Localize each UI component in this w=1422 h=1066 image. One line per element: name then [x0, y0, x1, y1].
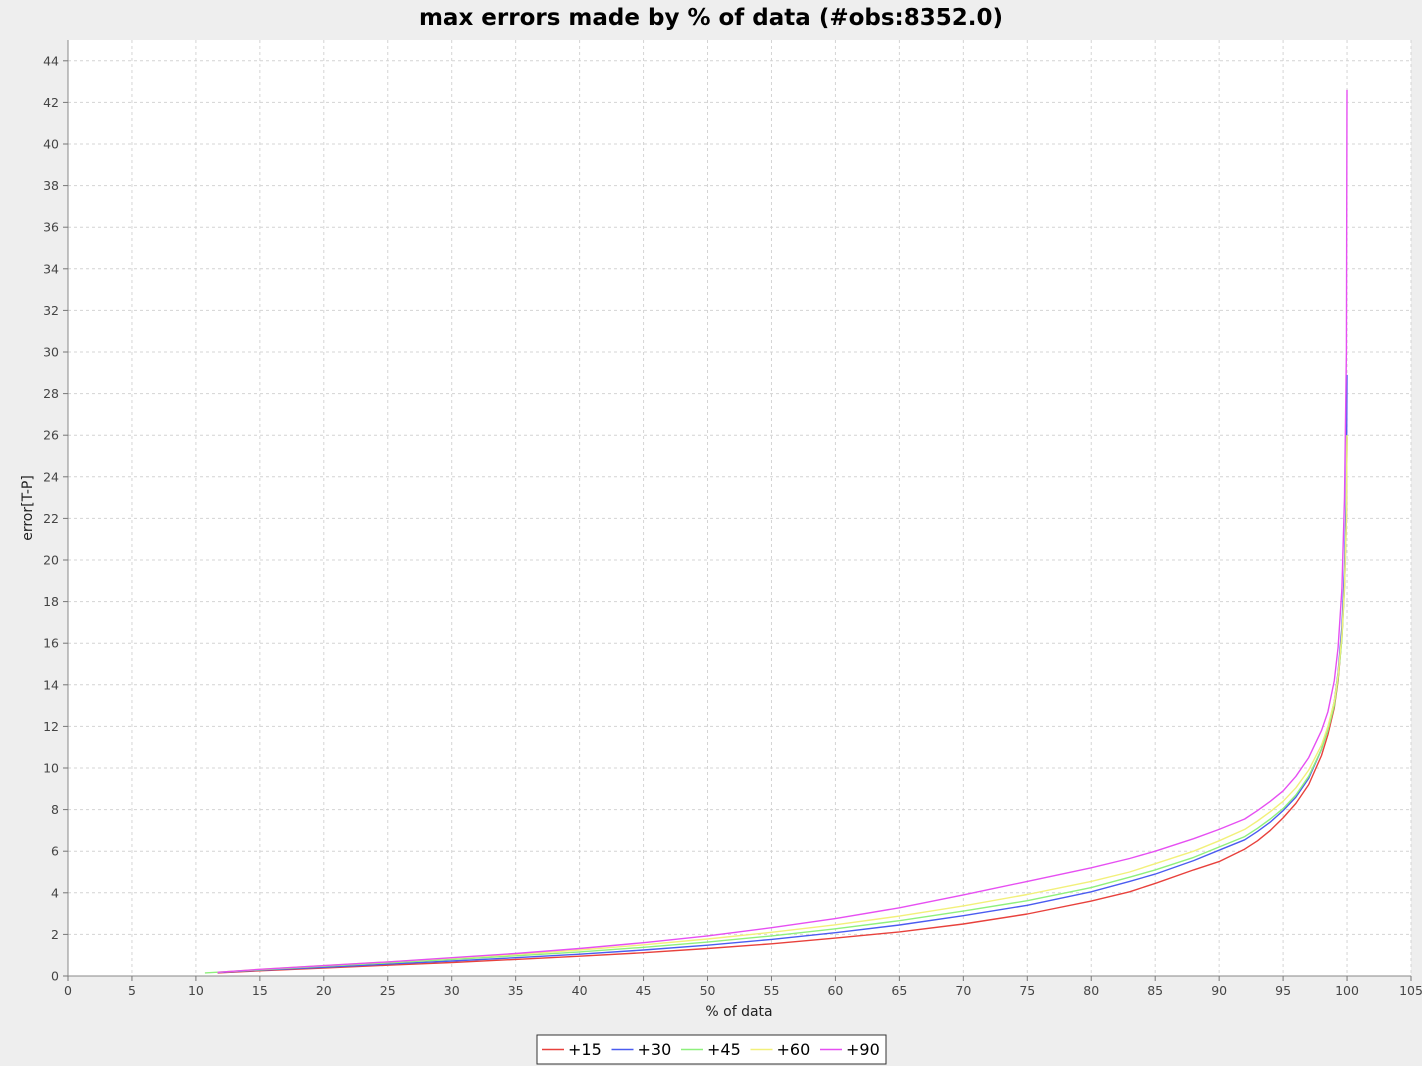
y-tick-label: 28 — [43, 386, 59, 401]
y-tick-label: 10 — [43, 761, 59, 776]
y-tick-label: 38 — [43, 178, 59, 193]
x-tick-label: 100 — [1335, 983, 1359, 998]
y-tick-label: 18 — [43, 594, 59, 609]
y-tick-label: 22 — [43, 511, 59, 526]
x-tick-label: 15 — [252, 983, 268, 998]
y-tick-label: 4 — [51, 885, 59, 900]
x-tick-label: 40 — [572, 983, 588, 998]
y-tick-label: 0 — [51, 969, 59, 984]
x-tick-label: 80 — [1083, 983, 1099, 998]
y-tick-label: 14 — [43, 677, 59, 692]
y-tick-label: 6 — [51, 844, 59, 859]
x-tick-label: 85 — [1147, 983, 1163, 998]
y-tick-label: 26 — [43, 428, 59, 443]
x-tick-label: 60 — [827, 983, 843, 998]
y-tick-label: 12 — [43, 719, 59, 734]
x-tick-label: 75 — [1019, 983, 1035, 998]
x-tick-label: 20 — [316, 983, 332, 998]
y-tick-label: 16 — [43, 636, 59, 651]
series-lines — [204, 89, 1348, 974]
series-line — [217, 89, 1348, 973]
legend-label: +60 — [777, 1040, 811, 1059]
y-tick-label: 2 — [51, 927, 59, 942]
legend-label: +30 — [638, 1040, 672, 1059]
legend-label: +15 — [568, 1040, 602, 1059]
y-tick-label: 32 — [43, 303, 59, 318]
x-tick-label: 35 — [508, 983, 524, 998]
legend-label: +45 — [707, 1040, 741, 1059]
y-tick-label: 34 — [43, 261, 59, 276]
x-tick-label: 25 — [380, 983, 396, 998]
y-tick-label: 44 — [43, 53, 59, 68]
x-tick-label: 30 — [444, 983, 460, 998]
x-tick-label: 0 — [64, 983, 72, 998]
y-axis-label: error[T-P] — [20, 475, 36, 541]
series-line — [204, 435, 1348, 974]
y-tick-label: 8 — [51, 802, 59, 817]
y-tick-label: 42 — [43, 95, 59, 110]
y-tick-label: 24 — [43, 469, 59, 484]
grid — [67, 40, 1412, 977]
y-tick-label: 36 — [43, 220, 59, 235]
y-tick-label: 30 — [43, 345, 59, 360]
x-tick-label: 10 — [188, 983, 204, 998]
x-tick-label: 55 — [764, 983, 780, 998]
x-axis-ticks: 0 5 10 15 20 25 30 35 40 45 50 55 60 65 70 75 80 85 90 95 10… — [64, 976, 1422, 998]
legend: +15 +30 +45 +60 +90 — [536, 1034, 887, 1065]
axes — [67, 40, 1411, 977]
chart-title: max errors made by % of data (#obs:8352.… — [419, 5, 1003, 31]
x-tick-label: 105 — [1399, 983, 1422, 998]
x-tick-label: 45 — [636, 983, 652, 998]
legend-label: +90 — [846, 1040, 880, 1059]
x-tick-label: 95 — [1275, 983, 1291, 998]
series-line — [217, 435, 1348, 973]
y-tick-label: 40 — [43, 137, 59, 152]
x-axis-label: % of data — [705, 1004, 772, 1020]
plot-area — [68, 40, 1411, 976]
x-tick-label: 90 — [1211, 983, 1227, 998]
y-axis-ticks: 0246810121416182022242628303234363840424… — [43, 53, 68, 984]
y-tick-label: 20 — [43, 553, 59, 568]
x-tick-label: 65 — [891, 983, 907, 998]
x-tick-label: 50 — [700, 983, 716, 998]
x-tick-label: 5 — [128, 983, 136, 998]
x-tick-label: 70 — [955, 983, 971, 998]
